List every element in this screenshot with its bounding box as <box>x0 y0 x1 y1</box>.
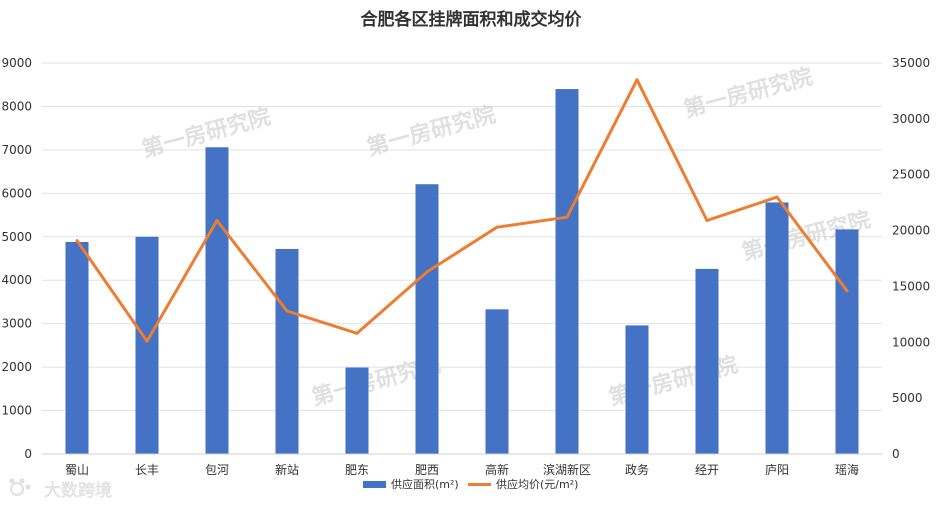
axes: 0 1000 2000 3000 4000 5000 6000 7000 8000 9000 0 50… <box>1 56 930 477</box>
legend-label-area: 供应面积(m²) <box>391 477 459 491</box>
y-right-tick-label: 30000 <box>892 112 930 126</box>
bar <box>275 248 299 454</box>
line-point <box>355 331 359 335</box>
bar <box>695 268 719 454</box>
y-left-tick-label: 1000 <box>1 404 32 418</box>
line-point <box>425 270 429 274</box>
line-point <box>285 309 289 313</box>
bar <box>65 241 89 454</box>
watermark: 第一房研究院 <box>364 102 498 161</box>
x-tick-label: 蜀山 <box>65 463 89 477</box>
bear-paw-icon <box>9 478 31 496</box>
bar <box>135 236 159 454</box>
y-right-tick-label: 25000 <box>892 168 930 182</box>
line-point <box>565 215 569 219</box>
x-tick-label: 长丰 <box>135 463 159 477</box>
y-left-tick-label: 3000 <box>1 317 32 331</box>
legend: 供应面积(m²) 供应均价(元/m²) <box>363 477 578 491</box>
line-point <box>775 195 779 199</box>
x-tick-label: 高新 <box>485 462 509 477</box>
y-right-tick-label: 0 <box>892 447 900 461</box>
line-point <box>705 219 709 223</box>
bar <box>555 89 579 455</box>
y-left-tick-label: 4000 <box>1 273 32 287</box>
chart-title: 合肥各区挂牌面积和成交均价 <box>361 9 583 30</box>
x-tick-label: 政务 <box>625 462 649 477</box>
line-point <box>495 225 499 229</box>
x-tick-label: 肥西 <box>415 463 439 477</box>
x-tick-label: 新站 <box>275 462 299 477</box>
x-tick-label: 庐阳 <box>765 462 789 477</box>
y-left-tick-label: 2000 <box>1 360 32 374</box>
legend-label-price: 供应均价(元/m²) <box>496 477 578 491</box>
line-point <box>845 289 849 293</box>
y-left-tick-label: 6000 <box>1 186 32 200</box>
grid-lines <box>42 62 882 455</box>
bar <box>835 229 859 454</box>
bar <box>485 309 509 454</box>
bar <box>625 325 649 454</box>
legend-swatch-area <box>363 481 386 488</box>
bar <box>205 147 229 454</box>
logo-text: 大数跨境 <box>44 480 112 501</box>
y-left-tick-label: 0 <box>24 447 32 461</box>
bar <box>415 184 439 454</box>
watermark: 第一房研究院 <box>681 64 815 123</box>
price-line <box>75 78 849 343</box>
y-right-tick-label: 15000 <box>892 279 930 293</box>
line-point <box>215 219 219 223</box>
y-right-tick-label: 5000 <box>892 391 923 405</box>
x-tick-label: 肥东 <box>345 463 369 477</box>
bar <box>765 202 789 454</box>
x-tick-label: 包河 <box>205 463 229 477</box>
x-tick-label: 经开 <box>695 463 719 477</box>
y-right-tick-label: 35000 <box>892 56 930 70</box>
line-series <box>75 78 849 343</box>
x-tick-label: 瑶海 <box>835 462 859 477</box>
y-right-tick-label: 10000 <box>892 335 930 349</box>
bar <box>345 367 369 454</box>
line-point <box>635 78 639 82</box>
y-left-tick-label: 8000 <box>1 99 32 113</box>
y-left-tick-label: 9000 <box>1 56 32 70</box>
y-right-tick-label: 20000 <box>892 224 930 238</box>
y-left-tick-label: 5000 <box>1 230 32 244</box>
y-left-tick-label: 7000 <box>1 143 32 157</box>
line-point <box>75 239 79 243</box>
x-tick-label: 滨湖新区 <box>543 462 591 477</box>
line-point <box>145 339 149 343</box>
logo: 大数跨境 <box>9 478 112 501</box>
